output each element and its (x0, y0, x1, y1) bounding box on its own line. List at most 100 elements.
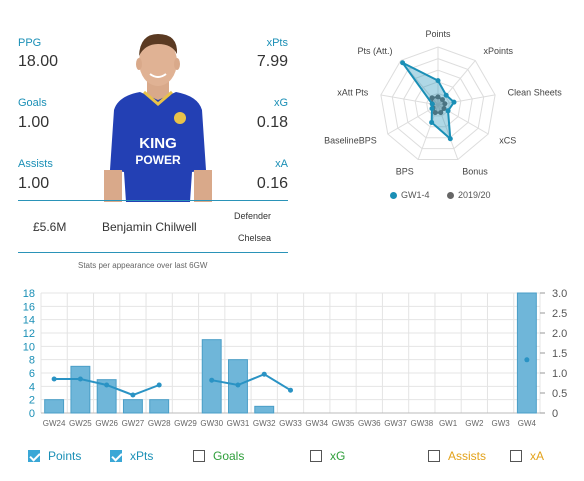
assists-label: Assists (18, 158, 53, 170)
points-bar[interactable] (201, 339, 222, 414)
x-tick-label: GW2 (465, 419, 484, 428)
toggle-points[interactable]: Points (28, 449, 81, 463)
legend-dot-icon (447, 191, 454, 199)
radar-point (441, 105, 447, 111)
y-tick-left: 14 (23, 315, 35, 327)
radar-spoke (437, 94, 496, 106)
x-tick-label: GW34 (305, 419, 328, 428)
x-tick-label: GW31 (227, 419, 250, 428)
x-tick-label: GW24 (43, 419, 66, 428)
x-tick-label: GW32 (253, 419, 276, 428)
xpts-point[interactable] (524, 357, 530, 363)
y-tick-left: 6 (29, 368, 35, 380)
radar-axis-label: BaselineBPS (324, 135, 377, 145)
points-bar[interactable] (149, 399, 170, 414)
y-tick-left: 18 (23, 288, 35, 300)
x-tick-label: GW25 (69, 419, 92, 428)
player-team: Chelsea (238, 233, 272, 243)
x-tick-label: GW37 (384, 419, 407, 428)
radar-point (429, 105, 435, 111)
checkbox-icon[interactable] (110, 450, 122, 462)
ppg-value: 18.00 (18, 53, 59, 70)
stats-caption: Stats per appearance over last 6GW (78, 261, 208, 270)
checkbox-icon[interactable] (510, 450, 522, 462)
points-bar[interactable] (516, 292, 537, 414)
radar-spoke (437, 60, 476, 106)
legend-2019-20-label: 2019/20 (458, 190, 491, 200)
toggle-assists[interactable]: Assists (428, 449, 486, 463)
toggle-label: Points (48, 449, 82, 463)
y-tick-left: 2 (29, 395, 35, 407)
radar-point (439, 97, 445, 103)
xpts-line (54, 378, 160, 397)
y-tick-right: 0.5 (552, 388, 567, 400)
toggle-label: xG (330, 449, 346, 463)
radar-spoke (387, 104, 439, 135)
radar-point (435, 78, 441, 84)
radar-series-area (401, 61, 456, 142)
checkbox-icon[interactable] (28, 450, 40, 462)
y-tick-left: 0 (29, 408, 35, 420)
legend-dot-icon (390, 191, 397, 199)
y-tick-right: 1.0 (552, 368, 567, 380)
divider-top (18, 200, 288, 201)
y-tick-left: 12 (23, 328, 35, 340)
divider-bottom (18, 252, 288, 253)
toggle-xg[interactable]: xG (310, 449, 345, 463)
radar-point (435, 94, 441, 100)
xpts-line (211, 373, 292, 392)
radar-point (447, 136, 453, 142)
toggle-xpts[interactable]: xPts (110, 449, 153, 463)
xa-label: xA (275, 158, 288, 170)
points-bar[interactable] (254, 405, 275, 414)
points-bar[interactable] (122, 399, 143, 414)
toggle-xa[interactable]: xA (510, 449, 544, 463)
points-bar[interactable] (96, 379, 117, 414)
radar-point (438, 110, 444, 116)
radar-axis-label: Pts (Att.) (358, 46, 393, 56)
xg-value: 0.18 (256, 114, 288, 131)
y-tick-left: 8 (29, 355, 35, 367)
radar-axis-label: Bonus (462, 166, 488, 176)
sponsor-top-text: KING (139, 135, 177, 152)
x-tick-label: GW26 (95, 419, 118, 428)
xa-value: 0.16 (256, 175, 288, 192)
toggle-goals[interactable]: Goals (193, 449, 244, 463)
xpts-value: 7.99 (256, 53, 288, 70)
goals-value: 1.00 (18, 114, 50, 131)
x-tick-label: GW28 (148, 419, 171, 428)
radar-axis-label: Clean Sheets (508, 88, 563, 98)
radar-point (443, 92, 449, 98)
x-tick-label: GW36 (358, 419, 381, 428)
xg-label: xG (273, 97, 288, 109)
legend-gw1-4-label: GW1-4 (401, 190, 430, 200)
points-bar[interactable] (70, 365, 91, 414)
radar-spoke (380, 94, 439, 106)
radar-grid-ring (391, 58, 485, 150)
player-name: Benjamin Chilwell (102, 220, 197, 234)
x-tick-label: GW35 (332, 419, 355, 428)
radar-axis-label: xAtt Pts (337, 88, 369, 98)
radar-point (429, 101, 435, 107)
legend-2019-20[interactable]: 2019/20 (447, 190, 491, 200)
x-tick-label: GW30 (200, 419, 223, 428)
checkbox-icon[interactable] (193, 450, 205, 462)
toggle-label: Assists (448, 449, 487, 463)
sponsor-bottom-text: POWER (135, 153, 181, 167)
checkbox-icon[interactable] (310, 450, 322, 462)
checkbox-icon[interactable] (428, 450, 440, 462)
y-tick-right: 0 (552, 408, 558, 420)
radar-grid-ring (403, 69, 473, 139)
y-tick-right: 1.5 (552, 348, 567, 360)
legend-gw1-4[interactable]: GW1-4 (390, 190, 430, 200)
player-price: £5.6M (33, 220, 67, 234)
radar-axis-label: BPS (396, 166, 414, 176)
radar-axis-label: xPoints (483, 46, 513, 56)
points-bar[interactable] (44, 399, 65, 414)
radar-point (429, 95, 435, 101)
radar-point (429, 119, 435, 125)
x-tick-label: GW4 (518, 419, 537, 428)
x-tick-label: GW1 (439, 419, 458, 428)
x-tick-label: GW3 (491, 419, 510, 428)
